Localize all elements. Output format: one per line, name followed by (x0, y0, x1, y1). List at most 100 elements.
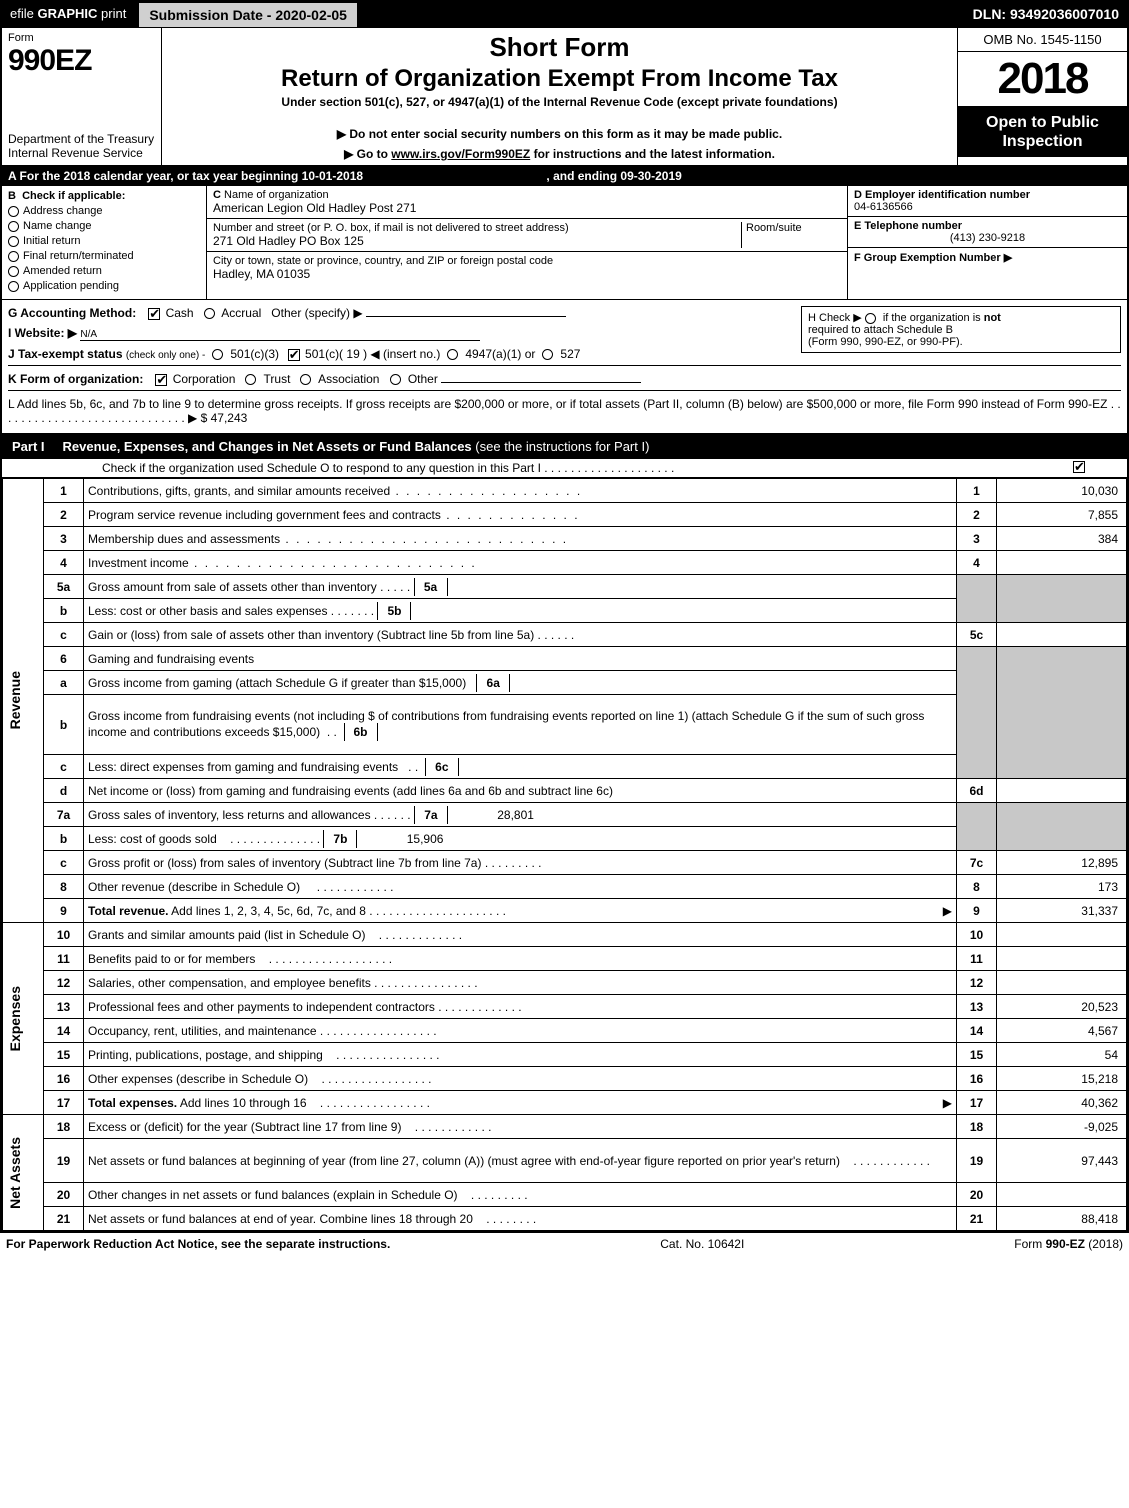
g-cash: Cash (166, 306, 194, 320)
b-label: B (8, 190, 16, 202)
spacer (358, 2, 965, 28)
period-begin: A For the 2018 calendar year, or tax yea… (8, 169, 363, 183)
line5b-desc: Less: cost or other basis and sales expe… (84, 599, 957, 623)
line2-num: 2 (44, 503, 84, 527)
k-corp-checkbox[interactable] (155, 374, 167, 386)
part1-schedO-checkbox[interactable] (1073, 461, 1085, 473)
j-501c3-checkbox[interactable] (212, 349, 223, 360)
line7b-iamt: 15,906 (357, 832, 447, 846)
line6c-num: c (44, 755, 84, 779)
k-assoc-checkbox[interactable] (300, 374, 311, 385)
line9-desc: Total revenue. Add lines 1, 2, 3, 4, 5c,… (84, 899, 957, 923)
line4-amt (997, 551, 1127, 575)
checkbox-application-pending[interactable] (8, 281, 19, 292)
line4-desc: Investment income (84, 551, 957, 575)
instructions-link[interactable]: www.irs.gov/Form990EZ (391, 147, 530, 161)
g-other: Other (specify) ▶ (271, 306, 362, 320)
line17-box: 17 (957, 1091, 997, 1115)
j-4947-checkbox[interactable] (447, 349, 458, 360)
line8-amt: 173 (997, 875, 1127, 899)
line7c-box: 7c (957, 851, 997, 875)
line14-amt: 4,567 (997, 1019, 1127, 1043)
line18-box: 18 (957, 1115, 997, 1139)
line6b-ibox: 6b (344, 723, 378, 741)
e-label: E Telephone number (854, 220, 1121, 232)
line18-num: 18 (44, 1115, 84, 1139)
part1-header: Part I Revenue, Expenses, and Changes in… (2, 434, 1127, 459)
goto-suffix: for instructions and the latest informat… (530, 147, 775, 161)
k-trust: Trust (264, 372, 291, 386)
line11-desc: Benefits paid to or for members . . . . … (84, 947, 957, 971)
revenue-sidelabel: Revenue (3, 479, 44, 923)
line1-num: 1 (44, 479, 84, 503)
h-not: not (984, 312, 1001, 324)
line15-box: 15 (957, 1043, 997, 1067)
line6c-desc: Less: direct expenses from gaming and fu… (84, 755, 957, 779)
line15-amt: 54 (997, 1043, 1127, 1067)
checkbox-address-change[interactable] (8, 206, 19, 217)
line10-amt (997, 923, 1127, 947)
line6d-num: d (44, 779, 84, 803)
line13-num: 13 (44, 995, 84, 1019)
checkbox-name-change[interactable] (8, 221, 19, 232)
g-cash-checkbox[interactable] (148, 308, 160, 320)
line5a-ibox: 5a (414, 578, 448, 596)
checkbox-final-return[interactable] (8, 251, 19, 262)
opt-application-pending: Application pending (23, 280, 119, 292)
line6b-desc: Gross income from fundraising events (no… (84, 695, 957, 755)
g-accrual-checkbox[interactable] (204, 308, 215, 319)
line17-desc: Total expenses. Add lines 10 through 16 … (84, 1091, 957, 1115)
j-note: (check only one) - (126, 350, 205, 361)
header-right: OMB No. 1545-1150 2018 Open to Public In… (957, 28, 1127, 165)
part1-label: Part I (8, 437, 55, 456)
j-501c-checkbox[interactable] (288, 349, 300, 361)
k-trust-checkbox[interactable] (245, 374, 256, 385)
line11-box: 11 (957, 947, 997, 971)
opt-amended-return: Amended return (23, 265, 102, 277)
line7b-desc: Less: cost of goods sold . . . . . . . .… (84, 827, 957, 851)
line6b-num: b (44, 695, 84, 755)
line2-amt: 7,855 (997, 503, 1127, 527)
form-subtitle: Under section 501(c), 527, or 4947(a)(1)… (172, 95, 947, 109)
line7a-iamt: 28,801 (448, 808, 538, 822)
k-label: K Form of organization: (8, 372, 143, 386)
c-name-hint: Name of organization (224, 189, 329, 201)
efile-print: print (97, 6, 126, 21)
h-text1: H Check ▶ (808, 312, 865, 324)
line21-amt: 88,418 (997, 1207, 1127, 1231)
line17-num: 17 (44, 1091, 84, 1115)
org-address: 271 Old Hadley PO Box 125 (213, 234, 741, 248)
footer-right: Form 990-EZ (2018) (1014, 1237, 1123, 1251)
goto-prefix: ▶ Go to (344, 147, 391, 161)
line9-arrow: ▶ (943, 904, 952, 918)
line11-amt (997, 947, 1127, 971)
part1-table: Revenue 1 Contributions, gifts, grants, … (2, 478, 1127, 1231)
line18-amt: -9,025 (997, 1115, 1127, 1139)
line9-num: 9 (44, 899, 84, 923)
ein: 04-6136566 (854, 201, 1121, 213)
h-checkbox[interactable] (865, 313, 876, 324)
website-value: N/A (80, 329, 480, 341)
org-name: American Legion Old Hadley Post 271 (213, 201, 841, 215)
k-other-input[interactable] (441, 382, 641, 383)
line17-amt: 40,362 (997, 1091, 1127, 1115)
h-text2: if the organization is (880, 312, 984, 324)
section-ghijkl: H Check ▶ if the organization is not req… (2, 300, 1127, 434)
k-other-checkbox[interactable] (390, 374, 401, 385)
checkbox-amended-return[interactable] (8, 266, 19, 277)
line6c-ibox: 6c (425, 758, 459, 776)
line5a-desc: Gross amount from sale of assets other t… (84, 575, 957, 599)
line8-box: 8 (957, 875, 997, 899)
j-527-checkbox[interactable] (542, 349, 553, 360)
form-990ez: efile GRAPHIC print Submission Date - 20… (0, 0, 1129, 1233)
footer-form-post: (2018) (1085, 1237, 1123, 1251)
checkbox-initial-return[interactable] (8, 236, 19, 247)
line16-num: 16 (44, 1067, 84, 1091)
g-other-input[interactable] (366, 316, 566, 317)
line9-box: 9 (957, 899, 997, 923)
c-city-hint: City or town, state or province, country… (213, 255, 841, 267)
c-label: C (213, 189, 221, 201)
section-c: C Name of organization American Legion O… (207, 186, 847, 299)
part1-sub-text: Check if the organization used Schedule … (102, 461, 674, 475)
submission-date: Submission Date - 2020-02-05 (138, 2, 358, 28)
